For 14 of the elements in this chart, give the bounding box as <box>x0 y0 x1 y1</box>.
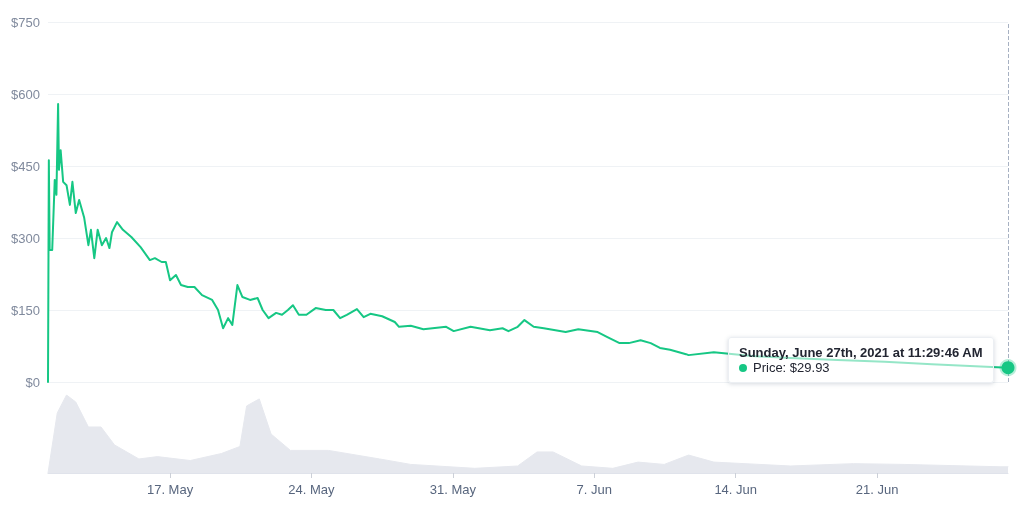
y-tick-label: $0 <box>25 374 40 390</box>
x-tick-label: 17. May <box>146 482 194 497</box>
y-tick-label: $750 <box>11 14 40 30</box>
x-tick-label: 21. Jun <box>855 482 899 497</box>
x-tick-label: 24. May <box>288 482 336 497</box>
y-tick-label: $300 <box>11 230 40 246</box>
annotation: Sunday, June 27th, 2021 at 11:29:46 AM <box>739 344 983 360</box>
annotation: Price: $29.93 <box>753 359 831 375</box>
y-tick-label: $600 <box>11 86 40 102</box>
y-tick-label: $150 <box>11 302 40 318</box>
x-tick-label: 14. Jun <box>714 482 758 497</box>
x-tick-label: 31. May <box>429 482 477 497</box>
y-tick-label: $450 <box>11 158 40 174</box>
x-tick-label: 7. Jun <box>576 482 613 497</box>
